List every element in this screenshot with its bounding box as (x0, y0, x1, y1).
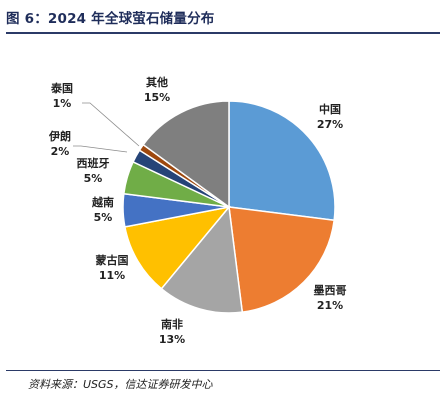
slice-label-thailand: 泰国 (50, 81, 73, 95)
slice-label-south-africa: 南非 (161, 317, 183, 331)
slice-label-others: 其他 (146, 75, 168, 89)
source-rule (6, 370, 440, 371)
slice-value-spain: 5% (84, 172, 103, 185)
leader-line-iran (73, 145, 128, 153)
chart-title: 图 6：2024 年全球萤石储量分布 (6, 11, 215, 27)
pie-slice-china (228, 100, 336, 222)
slice-label-iran: 伊朗 (48, 129, 71, 143)
leader-line-thailand (82, 102, 140, 147)
slice-value-south-africa: 13% (159, 333, 185, 346)
slice-value-vietnam: 5% (94, 211, 113, 224)
pie-slice-mongolia (124, 205, 231, 290)
title-rule (6, 32, 440, 34)
slice-value-thailand: 1% (53, 97, 72, 110)
slice-label-mexico: 墨西哥 (314, 284, 347, 297)
pie-slice-south-africa (160, 205, 244, 314)
slice-label-mongolia: 蒙古国 (96, 253, 129, 267)
slice-label-spain: 西班牙 (77, 156, 110, 170)
slice-label-china: 中国 (319, 102, 341, 116)
source-note: 资料来源：USGS，信达证券研发中心 (28, 378, 213, 391)
slice-value-iran: 2% (51, 145, 70, 158)
slice-value-mexico: 21% (317, 299, 343, 312)
pie-slice-mexico (228, 206, 335, 313)
pie-chart: 中国 27% 墨西哥 21% 南非 13% 蒙古国 11% 越南 5% 西班牙 5% 伊朗 2% 泰国 1% 其… (48, 75, 347, 346)
slice-value-mongolia: 11% (99, 269, 125, 282)
slice-label-vietnam: 越南 (91, 195, 114, 209)
slice-value-china: 27% (317, 118, 343, 131)
slice-value-others: 15% (144, 91, 170, 104)
pie-slice-others (142, 100, 230, 209)
